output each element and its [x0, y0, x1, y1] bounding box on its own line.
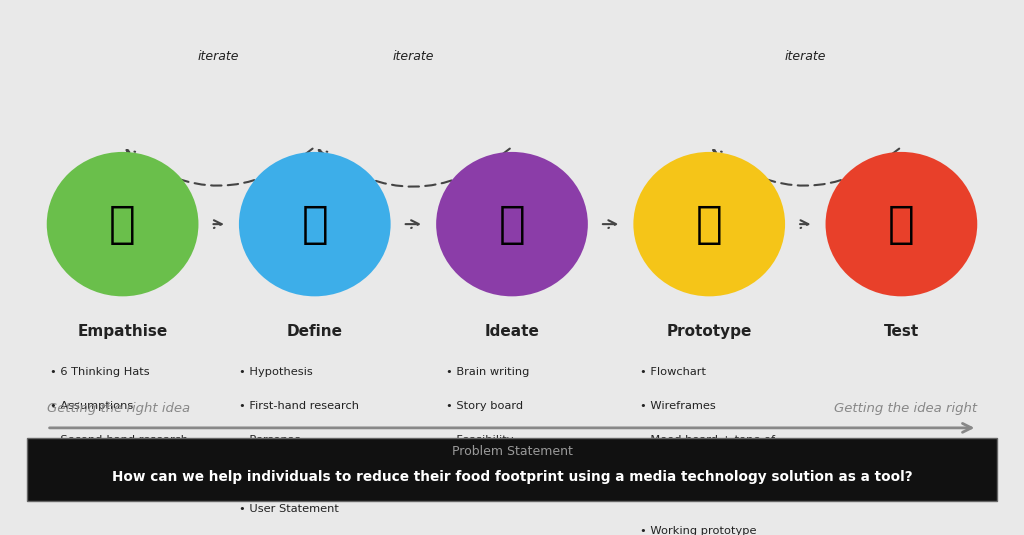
- Text: • Story board: • Story board: [446, 401, 523, 411]
- Text: Define: Define: [287, 324, 343, 339]
- Text: • User Statement: • User Statement: [239, 503, 339, 514]
- Ellipse shape: [436, 152, 588, 296]
- Text: 🔍: 🔍: [110, 203, 136, 246]
- Text: • First-hand research: • First-hand research: [239, 401, 359, 411]
- Text: • Personas: • Personas: [239, 435, 300, 445]
- Text: • Working prototype: • Working prototype: [640, 526, 757, 535]
- Text: voice: voice: [655, 457, 686, 468]
- Text: • 6 Thinking Hats: • 6 Thinking Hats: [50, 367, 150, 377]
- Text: Problem Statement: Problem Statement: [452, 446, 572, 458]
- Text: 💡: 💡: [499, 203, 525, 246]
- Text: • Brain writing: • Brain writing: [446, 367, 529, 377]
- Text: • Mood board + tone of: • Mood board + tone of: [640, 435, 775, 445]
- Text: iterate: iterate: [198, 50, 240, 63]
- Text: • Second-hand research: • Second-hand research: [50, 435, 187, 445]
- Text: 📱: 📱: [696, 203, 723, 246]
- Text: 👀: 👀: [888, 203, 914, 246]
- Text: 📝: 📝: [301, 203, 328, 246]
- Text: • Mind maps: • Mind maps: [50, 469, 123, 479]
- Text: iterate: iterate: [784, 50, 826, 63]
- Text: iterate: iterate: [392, 50, 434, 63]
- Text: • Feasibility: • Feasibility: [446, 435, 514, 445]
- Text: • Problem Statement: • Problem Statement: [239, 469, 359, 479]
- Ellipse shape: [634, 152, 785, 296]
- Text: Empathise: Empathise: [78, 324, 168, 339]
- Ellipse shape: [47, 152, 199, 296]
- Text: How can we help individuals to reduce their food footprint using a media technol: How can we help individuals to reduce th…: [112, 470, 912, 484]
- Text: • Hypothesis: • Hypothesis: [239, 367, 312, 377]
- Text: Getting the idea right: Getting the idea right: [835, 402, 977, 415]
- Text: • Wireframes: • Wireframes: [640, 401, 716, 411]
- Text: • Creative concept: • Creative concept: [640, 492, 748, 502]
- Text: Test: Test: [884, 324, 919, 339]
- Ellipse shape: [239, 152, 390, 296]
- Text: Prototype: Prototype: [667, 324, 752, 339]
- Ellipse shape: [825, 152, 977, 296]
- Text: Ideate: Ideate: [484, 324, 540, 339]
- Text: • Flowchart: • Flowchart: [640, 367, 707, 377]
- Text: Getting the right idea: Getting the right idea: [47, 402, 189, 415]
- FancyBboxPatch shape: [27, 438, 997, 501]
- Text: • Assumptions: • Assumptions: [50, 401, 133, 411]
